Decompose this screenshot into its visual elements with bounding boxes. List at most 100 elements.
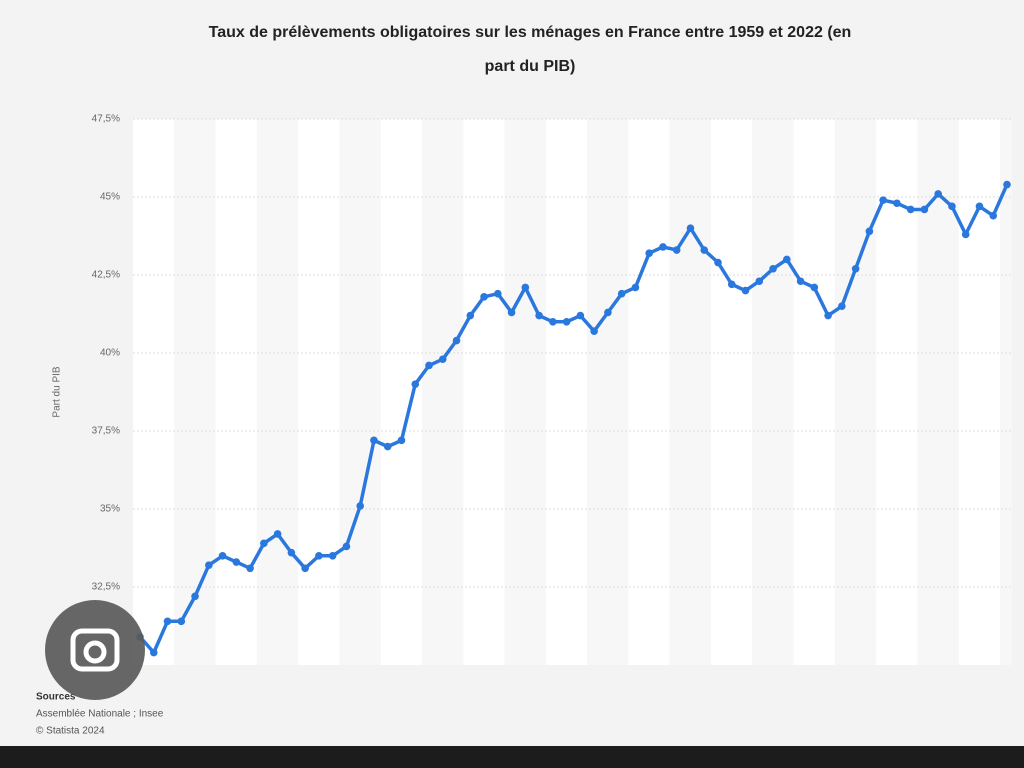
point	[755, 277, 764, 286]
point	[452, 336, 461, 345]
stripe	[504, 119, 546, 665]
y-tick-label: 37,5%	[92, 426, 120, 437]
point	[604, 308, 612, 317]
point	[149, 648, 158, 657]
stripe	[917, 119, 959, 665]
point	[810, 283, 819, 292]
point	[645, 249, 653, 257]
stripe	[958, 119, 1000, 665]
point	[191, 592, 199, 601]
point	[631, 283, 640, 292]
point	[906, 205, 915, 214]
stripe	[380, 119, 422, 665]
y-tick-label: 40%	[100, 348, 120, 359]
y-tick-label: 45%	[100, 192, 120, 203]
point	[383, 442, 392, 451]
chart-title: Taux de prélèvements obligatoires sur le…	[209, 24, 852, 75]
line	[138, 183, 1009, 655]
point	[590, 327, 598, 335]
stripe	[1000, 119, 1012, 665]
stripe	[834, 119, 877, 665]
plot-area: 32,5% 35% 37,5% 40% 42,5% 45% 47,5%	[92, 114, 1012, 665]
stripe	[256, 119, 299, 665]
point	[617, 289, 626, 298]
point	[961, 230, 970, 239]
point	[425, 361, 433, 370]
point	[796, 277, 805, 286]
point	[315, 552, 323, 560]
y-tick-label: 32,5%	[92, 582, 120, 593]
point	[370, 436, 378, 445]
point	[260, 539, 268, 548]
point	[521, 283, 530, 292]
stripe	[215, 119, 257, 665]
source-heading: Sources	[36, 692, 76, 703]
point	[948, 202, 956, 211]
stripe	[339, 119, 381, 665]
lens-button-bg[interactable]	[45, 600, 145, 700]
point	[397, 436, 406, 445]
y-tick-label: 47,5%	[92, 114, 120, 125]
point	[287, 548, 296, 557]
point	[549, 318, 557, 326]
stripe	[669, 119, 711, 665]
point	[879, 196, 887, 204]
stripe	[752, 119, 794, 665]
point	[494, 289, 502, 298]
stripe	[174, 119, 216, 665]
point	[686, 224, 695, 232]
y-tick-label: 35%	[100, 504, 120, 515]
point	[893, 199, 901, 208]
stripe	[587, 119, 629, 665]
point	[741, 286, 750, 295]
point	[356, 502, 364, 510]
stripe	[545, 119, 588, 665]
point	[205, 561, 213, 569]
point	[466, 311, 475, 320]
lens-button[interactable]	[45, 600, 145, 700]
point	[714, 258, 722, 267]
stripe	[422, 119, 464, 665]
point	[659, 243, 667, 251]
point	[507, 308, 516, 317]
copyright: © Statista 2024	[36, 726, 105, 737]
point	[783, 255, 791, 264]
stripe	[628, 119, 670, 665]
point	[700, 246, 709, 254]
point	[920, 205, 929, 214]
point	[301, 564, 309, 573]
point	[562, 318, 571, 326]
stripe	[711, 119, 753, 665]
point	[273, 530, 282, 538]
point	[576, 311, 585, 320]
point	[727, 280, 736, 289]
point	[342, 542, 351, 551]
point	[218, 552, 227, 560]
point	[769, 264, 777, 273]
point	[851, 264, 860, 273]
y-tick-label: 42,5%	[92, 270, 120, 281]
point	[672, 246, 681, 254]
point	[438, 355, 447, 364]
bottom-bar	[0, 746, 1024, 768]
point	[232, 558, 241, 566]
point	[1003, 180, 1011, 189]
point	[975, 202, 984, 211]
stripe	[298, 119, 340, 665]
point	[246, 564, 254, 573]
lens-icon-center	[83, 640, 107, 664]
y-axis-label: Part du PIB	[52, 366, 63, 417]
point	[328, 552, 337, 560]
point	[480, 293, 488, 301]
point	[163, 617, 172, 626]
point	[411, 380, 420, 389]
stripe	[133, 119, 175, 665]
stripe	[463, 119, 505, 665]
lens-icon	[70, 628, 120, 672]
point	[824, 311, 832, 320]
point	[865, 227, 874, 236]
source: Assemblée Nationale ; Insee	[36, 709, 164, 720]
point	[934, 190, 942, 198]
point	[535, 311, 543, 320]
